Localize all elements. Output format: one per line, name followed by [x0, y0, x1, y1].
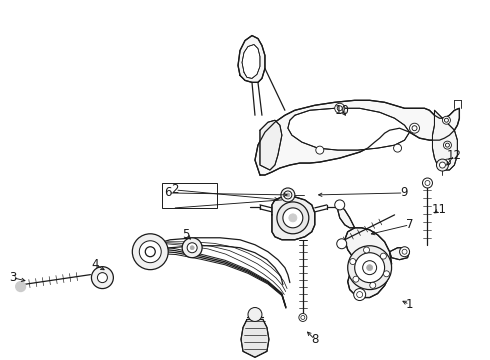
Polygon shape: [242, 45, 260, 78]
Circle shape: [412, 126, 417, 131]
Text: 4: 4: [92, 258, 99, 271]
Circle shape: [190, 246, 194, 250]
Circle shape: [410, 123, 419, 133]
Text: 10: 10: [334, 104, 349, 117]
Circle shape: [402, 249, 407, 254]
Text: 7: 7: [406, 218, 413, 231]
Circle shape: [16, 282, 25, 292]
Circle shape: [301, 315, 305, 319]
Circle shape: [437, 159, 448, 171]
Circle shape: [337, 106, 342, 111]
Circle shape: [98, 273, 107, 283]
Circle shape: [289, 214, 297, 222]
Circle shape: [145, 247, 155, 257]
Circle shape: [363, 261, 377, 275]
Circle shape: [355, 253, 385, 283]
Circle shape: [353, 276, 359, 282]
Circle shape: [132, 234, 168, 270]
Polygon shape: [272, 197, 315, 240]
Circle shape: [393, 144, 401, 152]
Polygon shape: [338, 205, 355, 228]
Circle shape: [286, 193, 290, 197]
Polygon shape: [255, 100, 460, 175]
Circle shape: [335, 103, 345, 113]
Polygon shape: [288, 108, 410, 150]
Circle shape: [277, 202, 309, 234]
Circle shape: [182, 238, 202, 258]
Circle shape: [281, 188, 295, 202]
Text: 3: 3: [9, 271, 16, 284]
Circle shape: [316, 146, 324, 154]
Bar: [162, 183, 217, 208]
Circle shape: [248, 307, 262, 321]
Text: 8: 8: [311, 333, 318, 346]
Text: 12: 12: [447, 149, 462, 162]
Circle shape: [92, 267, 113, 289]
Text: 1: 1: [406, 298, 413, 311]
Polygon shape: [345, 228, 392, 298]
Text: 11: 11: [432, 203, 447, 216]
Circle shape: [348, 246, 392, 289]
Circle shape: [444, 159, 450, 165]
Circle shape: [357, 292, 363, 298]
Text: 2: 2: [172, 184, 179, 197]
Circle shape: [444, 118, 448, 122]
Circle shape: [187, 243, 197, 253]
Circle shape: [364, 247, 369, 253]
Circle shape: [299, 314, 307, 321]
Circle shape: [283, 208, 303, 228]
Circle shape: [442, 116, 450, 124]
Polygon shape: [241, 319, 269, 357]
Polygon shape: [238, 36, 265, 82]
Circle shape: [440, 162, 445, 168]
Circle shape: [443, 141, 451, 149]
Circle shape: [284, 191, 292, 199]
Circle shape: [354, 289, 366, 301]
Polygon shape: [260, 120, 282, 170]
Circle shape: [384, 271, 390, 277]
Circle shape: [367, 265, 372, 271]
Circle shape: [425, 180, 430, 185]
Circle shape: [139, 241, 161, 263]
Text: 5: 5: [182, 228, 190, 241]
Text: 6: 6: [165, 186, 172, 199]
Circle shape: [337, 239, 347, 249]
Circle shape: [380, 253, 387, 259]
Circle shape: [350, 258, 356, 265]
Polygon shape: [433, 110, 457, 170]
Circle shape: [422, 178, 433, 188]
Text: 9: 9: [400, 186, 407, 199]
Polygon shape: [390, 248, 410, 260]
Circle shape: [399, 247, 410, 257]
Circle shape: [335, 200, 345, 210]
Circle shape: [445, 143, 449, 147]
Circle shape: [370, 282, 376, 288]
